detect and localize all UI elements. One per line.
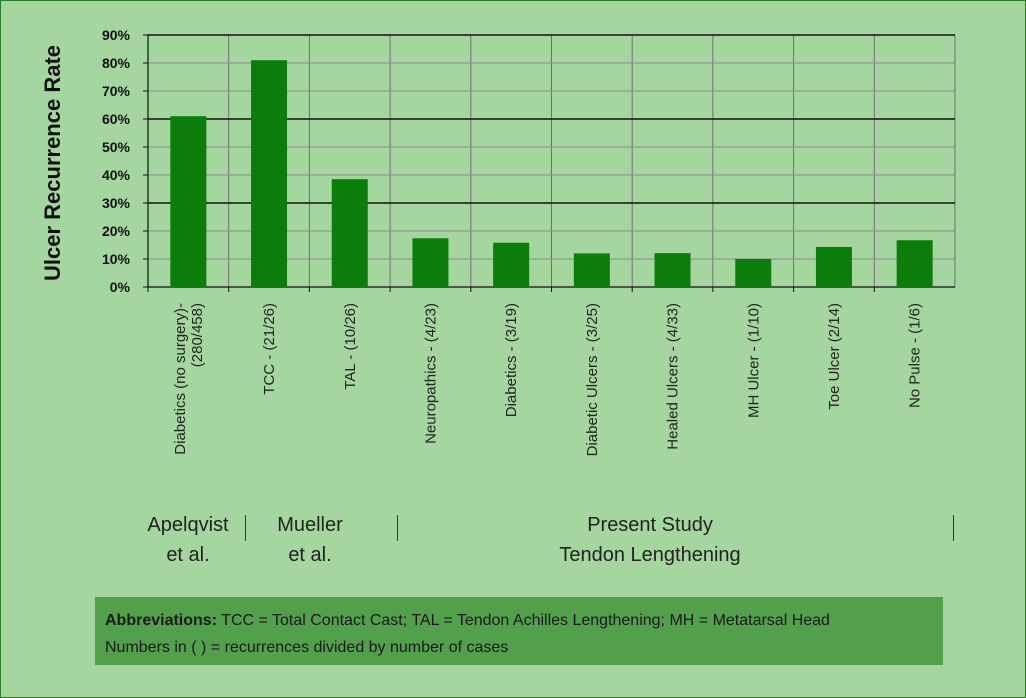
category-label: Toe Ulcer (2/14): [826, 303, 843, 410]
bar: [896, 240, 933, 287]
bar: [815, 246, 852, 287]
y-tick-label: 0%: [110, 279, 131, 295]
category-label-line: Diabetics - (3/19): [503, 303, 520, 417]
category-label: No Pulse - (1/6): [907, 303, 924, 408]
category-label-line: No Pulse - (1/6): [907, 303, 924, 408]
category-label: Healed Ulcers - (4/33): [665, 303, 682, 450]
category-label-line: MH Ulcer - (1/10): [745, 303, 762, 418]
abbreviations-line-1: Abbreviations: TCC = Total Contact Cast;…: [105, 607, 933, 634]
y-tick-label: 50%: [102, 139, 131, 155]
bar: [170, 116, 207, 287]
bar: [735, 259, 772, 287]
bar-chart: 0% 10% 20% 30% 40% 50% 60% 70% 80% 90% Diabetics (…: [40, 27, 956, 456]
category-label-line: (280/458): [189, 303, 206, 367]
group-separator: [245, 515, 246, 541]
category-label-line: TAL - (10/26): [342, 303, 359, 390]
category-label-line: Diabetics (no surgery)-: [172, 303, 189, 455]
group-separator: [397, 515, 398, 541]
category-label: TCC - (21/26): [261, 303, 278, 395]
category-label-line: TCC - (21/26): [261, 303, 278, 395]
y-tick-label: 90%: [102, 27, 131, 43]
y-tick-label: 70%: [102, 83, 131, 99]
category-label-line: Diabetic Ulcers - (3/25): [584, 303, 601, 456]
group-separator: [953, 515, 954, 541]
bar: [331, 179, 368, 287]
bar: [412, 238, 449, 287]
category-label-line: Healed Ulcers - (4/33): [665, 303, 682, 450]
group-label-mueller: Mueller et al.: [277, 514, 343, 566]
group-label-present-study: Present Study Tendon Lengthening: [559, 514, 741, 566]
y-axis-title: Ulcer Recurrence Rate: [40, 45, 65, 281]
bar: [251, 60, 288, 288]
category-label-line: Neuropathics - (4/23): [422, 303, 439, 444]
y-tick-label: 40%: [102, 167, 131, 183]
bar: [573, 253, 610, 287]
bar: [654, 253, 691, 287]
abbreviations-line-2: Numbers in ( ) = recurrences divided by …: [105, 639, 509, 656]
y-tick-label: 60%: [102, 111, 131, 127]
bar: [493, 242, 530, 287]
category-label: Diabetics - (3/19): [503, 303, 520, 417]
y-tick-label: 30%: [102, 195, 131, 211]
category-label: Diabetic Ulcers - (3/25): [584, 303, 601, 456]
category-label: TAL - (10/26): [342, 303, 359, 390]
abbreviations-text: TCC = Total Contact Cast; TAL = Tendon A…: [217, 612, 830, 629]
category-label: Diabetics (no surgery)-(280/458): [172, 303, 206, 455]
y-tick-label: 20%: [102, 223, 131, 239]
abbreviations-label: Abbreviations:: [105, 612, 218, 629]
abbreviations-box: Abbreviations: TCC = Total Contact Cast;…: [95, 597, 943, 665]
category-label: Neuropathics - (4/23): [422, 303, 439, 444]
category-label-line: Toe Ulcer (2/14): [826, 303, 843, 410]
group-label-apelqvist: Apelqvist et al.: [147, 514, 229, 566]
category-label: MH Ulcer - (1/10): [745, 303, 762, 418]
y-tick-label: 80%: [102, 55, 131, 71]
y-tick-label: 10%: [102, 251, 131, 267]
